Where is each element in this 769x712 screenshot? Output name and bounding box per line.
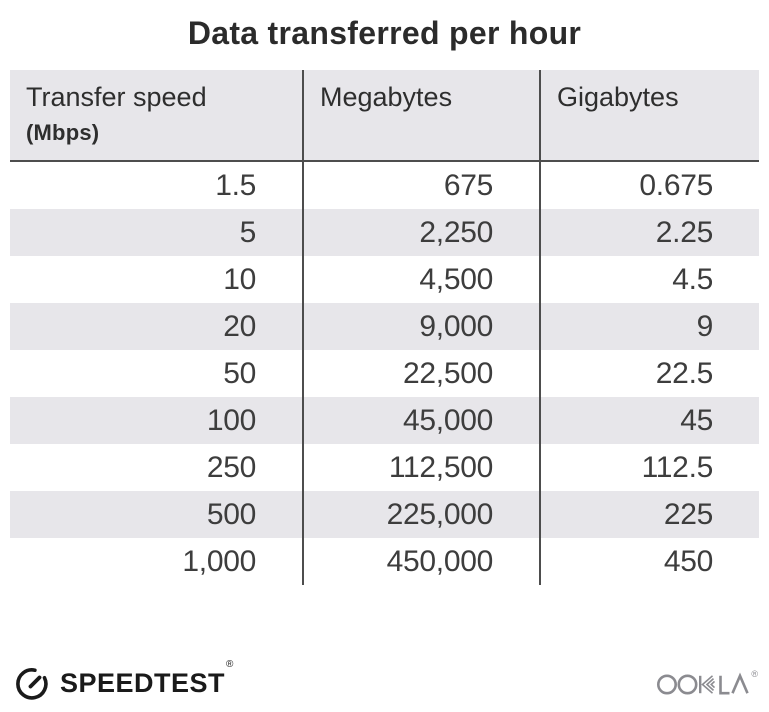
ookla-wordmark-icon xyxy=(657,672,750,695)
table-cell: 1,000 xyxy=(182,544,256,578)
table-cell: 1.5 xyxy=(215,168,256,202)
table-row: 20 9,000 9 xyxy=(10,303,759,350)
data-table: Transfer speed (Mbps) Megabytes Gigabyte… xyxy=(10,70,759,585)
table-cell: 4.5 xyxy=(539,256,759,303)
table-cell: 112.5 xyxy=(539,444,759,491)
table-row: 5 2,250 2.25 xyxy=(10,209,759,256)
table-row: 1,000 450,000 450 xyxy=(10,538,759,585)
column-header-megabytes: Megabytes xyxy=(302,70,539,160)
registered-trademark: ® xyxy=(226,658,234,670)
column-header-label: Megabytes xyxy=(320,82,453,112)
table-cell: 500 xyxy=(206,497,256,531)
table-body: 1.5 675 0.675 5 2,250 2.25 10 4,500 4.5 20 9,000 9 5… xyxy=(10,162,759,585)
table-cell: 225 xyxy=(539,491,759,538)
table-cell: 22,500 xyxy=(302,350,539,397)
table-cell: 250 xyxy=(206,450,256,484)
table-cell: 675 xyxy=(302,162,539,209)
table-cell: 5 xyxy=(239,215,257,249)
table-cell: 45 xyxy=(539,397,759,444)
table-cell: 225,000 xyxy=(302,491,539,538)
table-cell: 112,500 xyxy=(302,444,539,491)
table-cell: 100 xyxy=(206,403,256,437)
table-row: 50 22,500 22.5 xyxy=(10,350,759,397)
table-cell: 2.25 xyxy=(539,209,759,256)
table-cell: 450 xyxy=(539,538,759,585)
speedtest-logo: SPEEDTEST® xyxy=(12,659,233,703)
table-cell: 9,000 xyxy=(302,303,539,350)
ookla-logo: ® xyxy=(656,667,758,699)
speedtest-gauge-icon xyxy=(16,668,48,700)
table-cell: 450,000 xyxy=(302,538,539,585)
table-cell: 2,250 xyxy=(302,209,539,256)
table-cell: 0.675 xyxy=(539,162,759,209)
column-header-transfer-speed: Transfer speed (Mbps) xyxy=(10,70,302,160)
table-row: 100 45,000 45 xyxy=(10,397,759,444)
table-row: 500 225,000 225 xyxy=(10,491,759,538)
table-row: 10 4,500 4.5 xyxy=(10,256,759,303)
table-cell: 50 xyxy=(223,356,256,390)
registered-trademark: ® xyxy=(751,669,758,679)
column-header-label: Transfer speed xyxy=(26,82,207,112)
table-cell: 10 xyxy=(223,262,256,296)
column-header-sublabel: (Mbps) xyxy=(26,120,100,145)
footer: SPEEDTEST® ® xyxy=(0,659,769,704)
table-cell: 4,500 xyxy=(302,256,539,303)
column-header-label: Gigabytes xyxy=(557,82,679,112)
table-row: 250 112,500 112.5 xyxy=(10,444,759,491)
table-cell: 45,000 xyxy=(302,397,539,444)
table-cell: 20 xyxy=(223,309,256,343)
column-header-gigabytes: Gigabytes xyxy=(539,70,759,160)
brand-name: SPEEDTEST xyxy=(60,667,226,698)
table-header-row: Transfer speed (Mbps) Megabytes Gigabyte… xyxy=(10,70,759,162)
page-title: Data transferred per hour xyxy=(187,15,582,51)
speedtest-wordmark: SPEEDTEST® xyxy=(60,659,233,699)
table-row: 1.5 675 0.675 xyxy=(10,162,759,209)
table-cell: 22.5 xyxy=(539,350,759,397)
table-cell: 9 xyxy=(539,303,759,350)
